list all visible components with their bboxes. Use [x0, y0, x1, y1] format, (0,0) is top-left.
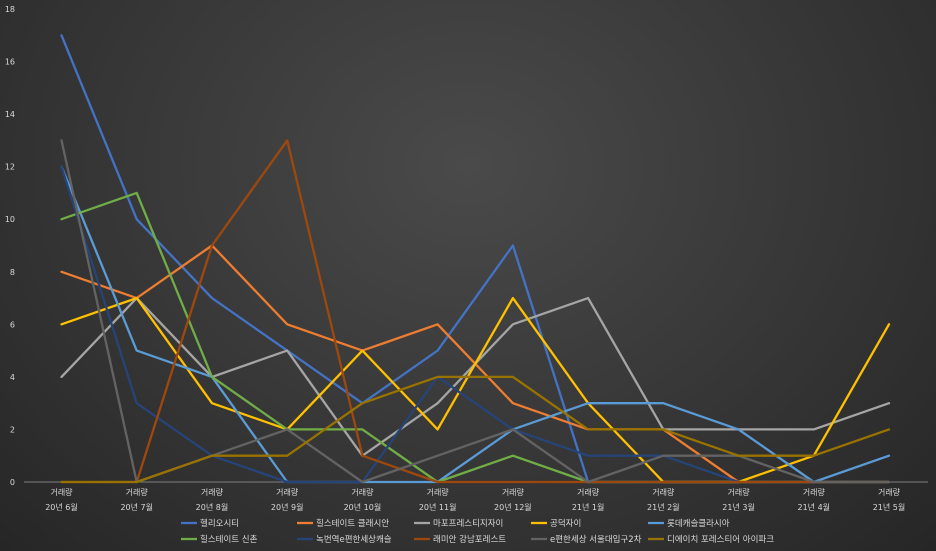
x-tick-label: 거래량 20년 7월 — [120, 487, 153, 512]
legend-label: 롯데캐슬클라시아 — [667, 518, 730, 529]
y-tick-label: 4 — [10, 373, 15, 382]
legend-item: 디에이치 포레스티어 아이파크 — [648, 534, 774, 545]
y-tick-label: 18 — [5, 5, 15, 14]
y-tick-label: 2 — [10, 425, 15, 434]
legend-label: 힐스테이트 클래시안 — [316, 518, 389, 529]
x-tick-label: 거래량 20년 10월 — [344, 487, 382, 512]
x-tick-label: 거래량 21년 2월 — [647, 487, 680, 512]
x-tick-label: 거래량 21년 4월 — [797, 487, 830, 512]
legend-label: 녹번역e편한세상캐슬 — [316, 534, 392, 545]
x-tick-label: 거래량 20년 11월 — [419, 487, 457, 512]
legend-label: 힐스테이트 신촌 — [200, 534, 258, 545]
x-tick-label: 거래량 20년 8월 — [196, 487, 229, 512]
legend-label: 공덕자이 — [550, 518, 581, 529]
legend-item: 래미안 강남포레스트 — [414, 534, 506, 545]
legend-item: 녹번역e편한세상캐슬 — [297, 534, 392, 545]
series-line-1 — [60, 34, 891, 484]
x-tick-label: 거래량 20년 6월 — [45, 487, 78, 512]
legend-item: 헬리오시티 — [181, 518, 239, 529]
legend-item: 마포프레스티지자이 — [414, 518, 503, 529]
y-tick-label: 0 — [10, 478, 15, 487]
y-tick-label: 14 — [5, 110, 15, 119]
legend-item: e편한세상 서울대입구2차 — [531, 534, 642, 545]
legend-item: 힐스테이트 신촌 — [181, 534, 258, 545]
series-line-5 — [60, 165, 891, 484]
legend-label: 마포프레스티지자이 — [433, 518, 503, 529]
y-tick-label: 8 — [10, 268, 15, 277]
x-tick-label: 거래량 21년 1월 — [572, 487, 605, 512]
legend-item: 공덕자이 — [531, 518, 581, 529]
x-tick-label: 거래량 20년 12월 — [494, 487, 532, 512]
y-tick-label: 16 — [5, 58, 15, 67]
x-tick-label: 거래량 21년 3월 — [722, 487, 755, 512]
x-tick-label: 거래량 20년 9월 — [271, 487, 304, 512]
series-layer — [60, 34, 891, 484]
legend-label: e편한세상 서울대입구2차 — [550, 534, 642, 545]
legend-label: 헬리오시티 — [200, 518, 239, 529]
y-tick-label: 6 — [10, 320, 15, 329]
legend: 헬리오시티 힐스테이트 클래시안 마포프레스티지자이 공덕자이 롯데캐슬클라시아힐스테이… — [181, 518, 774, 545]
legend-item: 롯데캐슬클라시아 — [648, 518, 730, 529]
legend-label: 래미안 강남포레스트 — [433, 534, 506, 545]
y-tick-label: 12 — [5, 163, 15, 172]
legend-label: 디에이치 포레스티어 아이파크 — [667, 534, 774, 545]
x-tick-label: 거래량 21년 5월 — [873, 487, 906, 512]
y-tick-label: 10 — [5, 215, 15, 224]
x-axis: 거래량 20년 6월 거래량 20년 7월 거래량 20년 8월 거래량 20년 9월 거래량 2… — [45, 487, 905, 512]
series-line-7 — [60, 165, 891, 484]
series-line-8 — [60, 139, 891, 484]
legend-item: 힐스테이트 클래시안 — [297, 518, 389, 529]
y-axis: 0 2 4 6 8 10 12 14 16 18 — [5, 5, 15, 487]
series-line-10 — [60, 375, 891, 484]
series-line-4 — [60, 296, 891, 484]
